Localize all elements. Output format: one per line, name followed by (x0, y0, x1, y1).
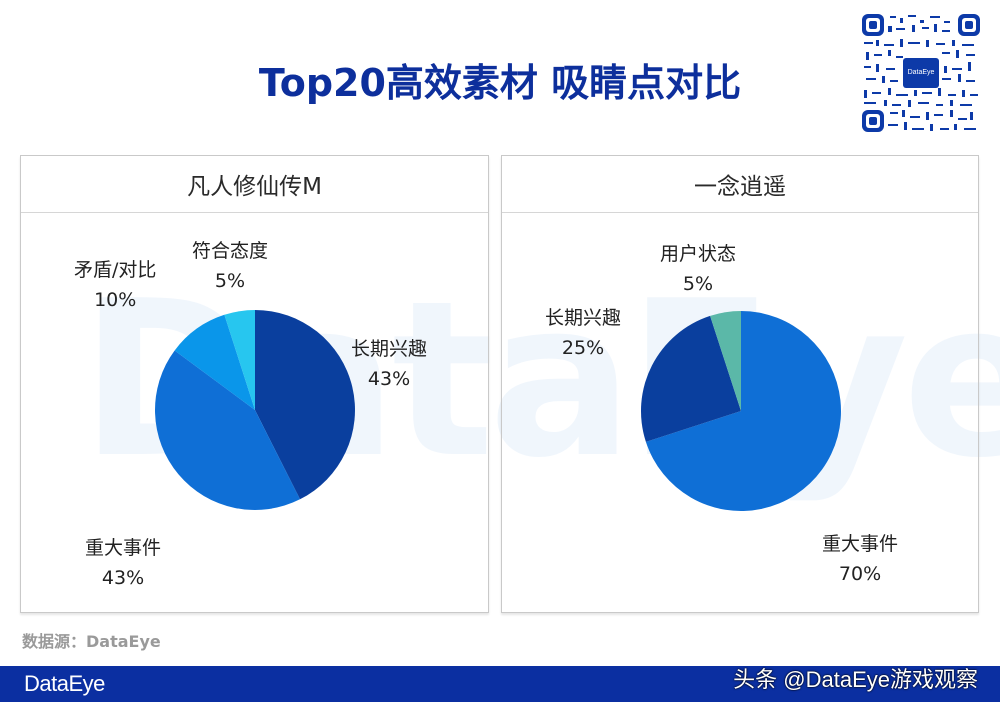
slice-label-long-term-interest: 长期兴趣 25% (545, 307, 622, 359)
pie-chart-area: 长期兴趣 43% 重大事件 43% 矛盾/对比 10% 符合态度 5% (21, 213, 488, 611)
slice-label-major-event: 重大事件 70% (822, 533, 899, 585)
pie-slice (645, 311, 841, 511)
slice-label-long-term-interest: 长期兴趣 43% (351, 338, 428, 390)
panel-title: 凡人修仙传M (21, 156, 488, 213)
pie-slice (255, 310, 355, 500)
pie-slice (640, 315, 741, 442)
pie-chart-area: 重大事件 70% 长期兴趣 25% 用户状态 5% (502, 213, 978, 611)
footer-credit: 头条 @DataEye游戏观察 (733, 667, 978, 692)
slice-label-user-state: 用户状态 5% (660, 243, 737, 295)
chart-panel-right: 一念逍遥 重大事件 70% 长期兴趣 25% 用户状态 5% (501, 155, 979, 613)
pie-slice (155, 350, 300, 510)
footer-bar: DataEye (0, 666, 1000, 702)
panel-title: 一念逍遥 (502, 156, 978, 213)
pie-slice (174, 314, 255, 410)
slice-label-attitude-match: 符合态度 5% (192, 240, 269, 292)
qr-center-label: DataEye (907, 69, 935, 76)
pie-chart-left (155, 310, 355, 510)
slice-label-major-event: 重大事件 43% (85, 537, 162, 589)
slice-label-conflict-contrast: 矛盾/对比 10% (74, 259, 157, 311)
pie-slice (224, 310, 255, 410)
pie-slice (710, 311, 741, 411)
data-source: 数据源：DataEye (22, 632, 161, 651)
chart-panel-left: 凡人修仙传M 长期兴趣 43% 重大事件 43% 矛盾/对比 10% 符合态度 … (20, 155, 489, 613)
footer-logo: DataEye (24, 671, 105, 696)
qr-code-icon (860, 12, 982, 134)
qr-code: DataEye (860, 12, 982, 134)
pie-chart-right (640, 311, 841, 511)
page-title: Top20高效素材 吸睛点对比 (258, 61, 742, 105)
